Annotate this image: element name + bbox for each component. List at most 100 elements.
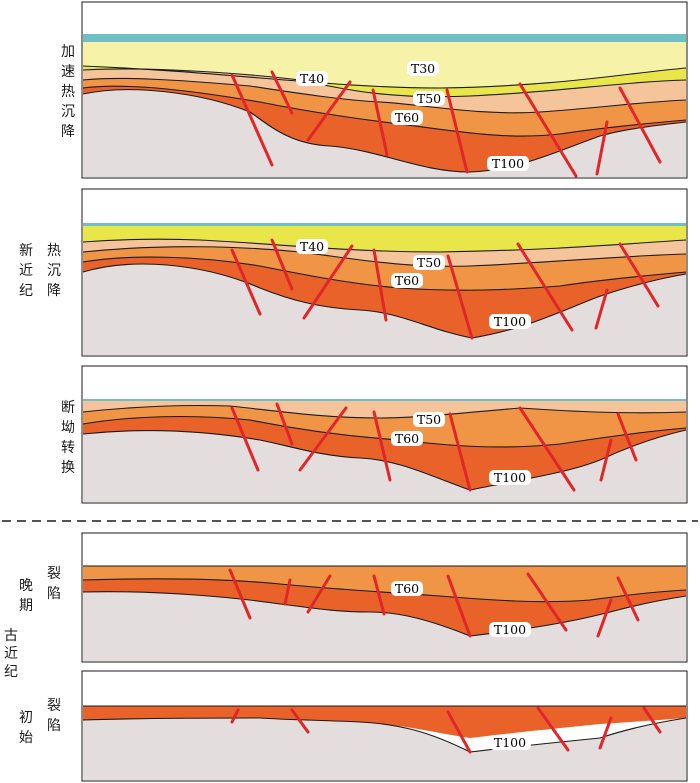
fault [596,598,613,638]
panel-initial-rift: T100 [81,670,688,782]
basement [83,430,686,502]
panel-fault-depression-transition: T50 T60 T100 [81,365,688,504]
fault [372,410,392,482]
basement [83,264,686,355]
fault [618,86,662,164]
stage-label-thermal-subsidence: 热沉降 [47,243,61,299]
layer-t30 [83,42,686,88]
fault [275,402,294,446]
horizon-label-t50: T50 [413,91,445,106]
fault [642,706,662,734]
horizon-label-t40: T40 [296,239,328,254]
fault [230,406,260,472]
layer-t100 [83,578,686,636]
fault [306,574,332,614]
fault [598,716,613,750]
layer-t60 [83,78,686,137]
svg-text:T100: T100 [492,156,524,171]
stage-label-late: 晚期 [19,578,33,614]
horizon-label-t100: T100 [487,156,529,171]
fault [228,568,252,620]
sea-water [83,223,686,226]
horizon-label-t100: T100 [489,470,531,485]
panel-thermal-subsidence: T40 T50 T60 T100 [81,188,688,357]
basement [83,591,686,661]
fault [446,574,472,638]
fault [446,254,474,340]
svg-text:T50: T50 [417,412,441,427]
svg-text:T60: T60 [395,431,419,446]
era-label-paleogene: 古近纪 [4,628,18,680]
layer-t100 [83,86,686,172]
horizon-label-t60: T60 [391,110,423,125]
fault [518,82,578,178]
fault [518,406,576,492]
stage-label-accelerated-thermal-subsidence: 加速热沉降 [61,44,75,140]
layer-t100 [83,706,686,738]
svg-text:T60: T60 [395,273,419,288]
fault [618,242,660,308]
fault [594,288,609,330]
horizon-label-t100: T100 [489,314,531,329]
svg-text:T30: T30 [411,61,435,76]
svg-text:T50: T50 [417,255,441,270]
fault [270,238,294,291]
horizon-label-t60: T60 [391,273,423,288]
fault [283,578,292,606]
svg-text:T100: T100 [494,735,526,750]
fault [599,438,613,482]
fault [290,708,310,734]
layer-t60 [83,566,686,602]
horizon-label-t50: T50 [413,412,445,427]
fault [526,572,568,632]
fault [270,70,294,115]
svg-text:T60: T60 [395,581,419,596]
fault [230,73,274,167]
fault [298,406,348,472]
fault [516,242,574,332]
horizon-label-t100: T100 [489,735,531,750]
fault [302,244,354,320]
svg-text:T100: T100 [494,314,526,329]
horizon-label-t40: T40 [296,71,328,86]
fault [372,248,388,322]
fault [445,88,469,174]
fault [536,706,570,752]
fault [616,412,638,462]
fault [371,88,389,157]
panel-accelerated-thermal-subsidence: T30 T40 T50 T60 T100 [81,1,688,179]
svg-text:T100: T100 [494,470,526,485]
layer-t100 [83,257,686,338]
horizon-label-t60: T60 [391,431,423,446]
sea-water [83,34,686,42]
svg-text:T50: T50 [417,91,441,106]
stage-label-rift-late: 裂陷 [47,566,61,602]
panel-late-rift: T60 T100 [81,532,688,663]
fault [595,120,609,176]
sea-water [83,399,686,401]
basement [83,89,686,177]
svg-text:T60: T60 [395,110,419,125]
fault [230,248,262,316]
horizon-label-t60: T60 [391,581,423,596]
svg-text:T40: T40 [300,239,324,254]
fault [230,708,240,724]
layer-t40 [83,226,686,252]
stage-label-initial: 初始 [19,709,33,746]
horizon-label-t100: T100 [489,622,531,637]
era-label-neogene: 新近纪 [19,243,33,299]
stage-label-fault-depression-transition: 断坳转换 [61,400,75,476]
fault [448,412,472,492]
layer-t50 [83,401,686,418]
fault [306,80,352,142]
fault [372,574,386,616]
fault [616,576,640,622]
stage-label-rift-initial: 裂陷 [47,698,61,734]
layer-t50 [83,239,686,267]
basement [83,718,686,780]
fault [446,710,472,754]
svg-text:T100: T100 [494,622,526,637]
svg-text:T40: T40 [300,71,324,86]
horizon-label-t30: T30 [407,61,439,76]
